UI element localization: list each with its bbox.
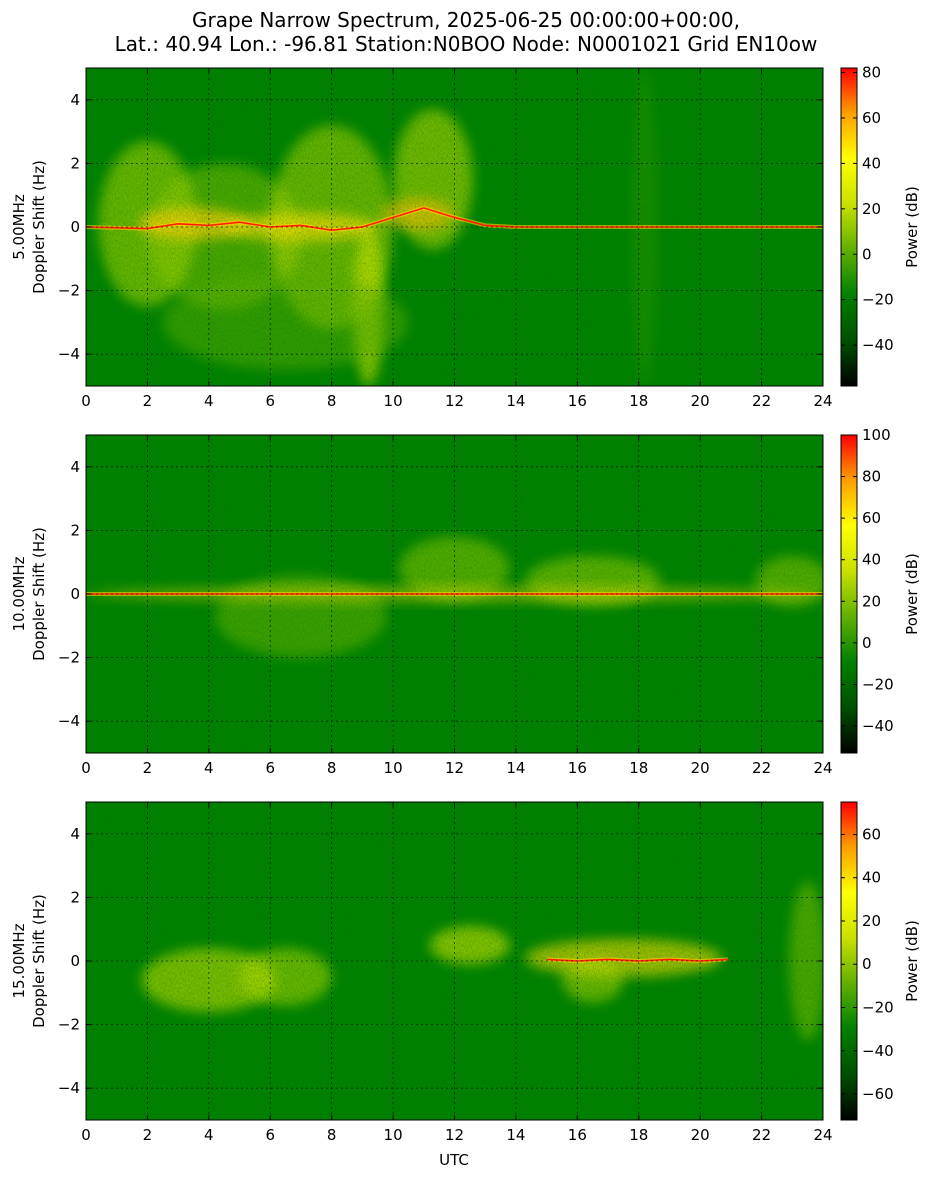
colorbar-tick-label: 80 (862, 468, 881, 486)
colorbar-tick-label: −20 (862, 291, 894, 309)
x-tick-label: 10 (384, 759, 403, 777)
colorbar-tick-label: −40 (862, 1042, 894, 1060)
panel-5mhz: 0 2 4 6 8 10 12 14 16 18 20 22 24 420−2−4 5.00MHz Do… (10, 64, 921, 410)
ylabel-line2: Doppler Shift (Hz) (30, 527, 48, 661)
x-tick-label: 2 (143, 759, 153, 777)
y-tick-label: −4 (58, 712, 80, 730)
colorbar-tick-label: −60 (862, 1085, 894, 1103)
colorbar-tick-label: 0 (862, 245, 872, 263)
x-tick-label: 24 (813, 1126, 832, 1144)
carrier-trace (86, 207, 823, 231)
colorbar-tick-label: 100 (862, 426, 891, 444)
x-tick-label: 4 (204, 392, 214, 410)
x-tick-label: 12 (445, 1126, 464, 1144)
colorbar-label: Power (dB) (903, 186, 921, 268)
colorbar (840, 434, 858, 754)
x-tick-label: 20 (691, 392, 710, 410)
x-tick-label: 0 (81, 759, 91, 777)
colorbar-label: Power (dB) (903, 553, 921, 635)
chart-title-line2: Lat.: 40.94 Lon.: -96.81 Station:N0BOO N… (114, 32, 818, 56)
y-tick-label: 4 (70, 825, 80, 843)
x-tick-label: 6 (265, 1126, 275, 1144)
x-axis-label: UTC (439, 1151, 469, 1169)
colorbar-tick-label: 0 (862, 634, 872, 652)
y-tick-label: −2 (58, 282, 80, 300)
colorbar (840, 801, 858, 1121)
x-tick-label: 24 (813, 759, 832, 777)
x-tick-label: 12 (445, 392, 464, 410)
y-tick-label: 2 (70, 154, 80, 172)
colorbar-tick-label: 20 (862, 912, 881, 930)
ylabel-line1: 15.00MHz (10, 923, 28, 998)
colorbar-tick-label: 40 (862, 551, 881, 569)
y-tick-label: 4 (70, 91, 80, 109)
x-tick-label: 20 (691, 1126, 710, 1144)
x-tick-label: 0 (81, 392, 91, 410)
y-tick-label: 0 (70, 218, 80, 236)
x-tick-label: 12 (445, 759, 464, 777)
y-tick-label: −4 (58, 1079, 80, 1097)
x-tick-label: 10 (384, 392, 403, 410)
colorbar-tick-label: −40 (862, 336, 894, 354)
x-tick-label: 24 (813, 392, 832, 410)
x-tick-label: 6 (265, 759, 275, 777)
x-tick-label: 22 (752, 1126, 771, 1144)
y-tick-label: −2 (58, 649, 80, 667)
colorbar-tick-label: 40 (862, 869, 881, 887)
x-tick-label: 8 (327, 759, 337, 777)
colorbar-tick-label: 0 (862, 955, 872, 973)
ylabel-line2: Doppler Shift (Hz) (30, 894, 48, 1028)
x-tick-label: 20 (691, 759, 710, 777)
ylabel-line1: 5.00MHz (10, 194, 28, 260)
y-tick-label: 0 (70, 952, 80, 970)
colorbar-tick-label: 60 (862, 509, 881, 527)
y-tick-label: −2 (58, 1016, 80, 1034)
y-tick-label: −4 (58, 345, 80, 363)
y-tick-label: 2 (70, 888, 80, 906)
panel-15mhz: 0 2 4 6 8 10 12 14 16 18 20 22 24 420−2−4 15.00MHz D… (10, 801, 921, 1169)
x-tick-label: 8 (327, 392, 337, 410)
x-tick-label: 14 (506, 1126, 525, 1144)
colorbar-tick-label: 40 (862, 154, 881, 172)
y-tick-label: 0 (70, 585, 80, 603)
colorbar-tick-label: 20 (862, 200, 881, 218)
x-tick-label: 8 (327, 1126, 337, 1144)
colorbar-tick-label: −20 (862, 999, 894, 1017)
x-tick-label: 14 (506, 759, 525, 777)
colorbar-tick-label: −40 (862, 717, 894, 735)
colorbar-tick-label: 60 (862, 825, 881, 843)
chart-title-line1: Grape Narrow Spectrum, 2025-06-25 00:00:… (192, 8, 740, 32)
y-tick-label: 2 (70, 521, 80, 539)
x-tick-label: 0 (81, 1126, 91, 1144)
colorbar-tick-label: −20 (862, 675, 894, 693)
x-tick-label: 4 (204, 1126, 214, 1144)
x-tick-label: 18 (629, 759, 648, 777)
panel-10mhz: 0 2 4 6 8 10 12 14 16 18 20 22 24 420−2−4 10.00MHz D… (10, 426, 921, 777)
x-tick-label: 22 (752, 759, 771, 777)
colorbar-tick-label: 60 (862, 109, 881, 127)
x-tick-label: 4 (204, 759, 214, 777)
ylabel-line2: Doppler Shift (Hz) (30, 160, 48, 294)
colorbar (840, 67, 858, 387)
x-tick-label: 16 (568, 1126, 587, 1144)
x-tick-label: 2 (143, 1126, 153, 1144)
y-tick-label: 4 (70, 458, 80, 476)
colorbar-tick-label: 80 (862, 64, 881, 82)
x-tick-label: 6 (265, 392, 275, 410)
x-tick-label: 22 (752, 392, 771, 410)
x-tick-label: 16 (568, 392, 587, 410)
x-tick-label: 18 (629, 1126, 648, 1144)
x-tick-label: 18 (629, 392, 648, 410)
x-tick-label: 2 (143, 392, 153, 410)
colorbar-tick-label: 20 (862, 592, 881, 610)
colorbar-label: Power (dB) (903, 920, 921, 1002)
x-tick-label: 10 (384, 1126, 403, 1144)
x-tick-label: 14 (506, 392, 525, 410)
x-tick-label: 16 (568, 759, 587, 777)
ylabel-line1: 10.00MHz (10, 556, 28, 631)
